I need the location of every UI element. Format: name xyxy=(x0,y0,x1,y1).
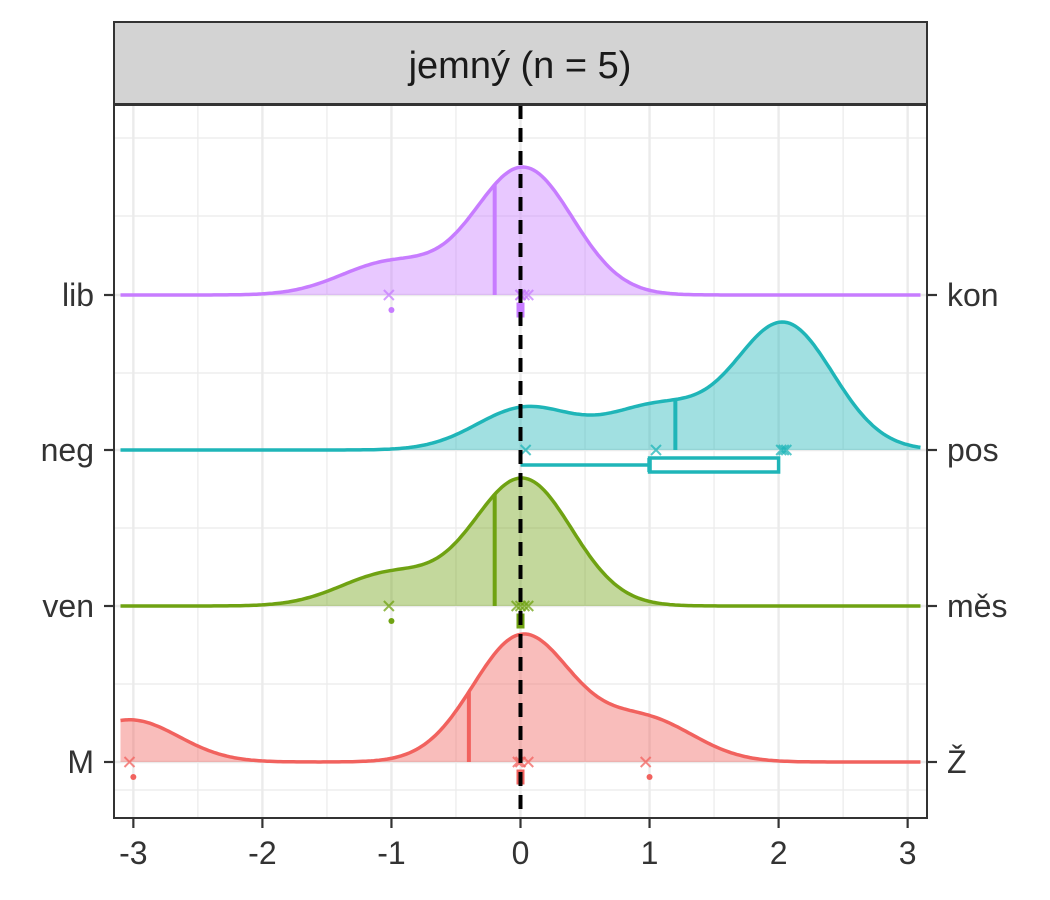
y-label-left: neg xyxy=(41,432,94,468)
y-label-right: pos xyxy=(947,432,999,468)
data-point xyxy=(522,289,534,301)
data-point xyxy=(780,444,793,456)
x-tick-label: 3 xyxy=(899,835,917,871)
boxplot xyxy=(520,456,781,474)
density-area xyxy=(120,634,921,762)
y-label-left: ven xyxy=(42,588,94,624)
data-point xyxy=(383,289,395,301)
panel-title: jemný (n = 5) xyxy=(408,45,632,87)
x-tick-label: 1 xyxy=(641,835,659,871)
data-point xyxy=(778,444,790,456)
y-label-left: lib xyxy=(62,277,94,313)
data-point xyxy=(522,600,534,612)
x-tick-label: -1 xyxy=(377,835,405,871)
x-tick-label: -3 xyxy=(119,835,147,871)
boxplot-outlier xyxy=(388,618,395,624)
strip-background xyxy=(113,21,928,105)
boxplot-outlier xyxy=(388,307,395,313)
x-tick-label: -2 xyxy=(248,835,276,871)
data-point xyxy=(383,600,395,612)
boxplot-outlier xyxy=(646,774,653,780)
boxplot-box xyxy=(647,456,781,474)
boxplot-outlier xyxy=(130,774,137,780)
density-curve xyxy=(120,165,921,297)
data-point xyxy=(522,756,534,768)
data-point xyxy=(639,756,652,768)
data-point xyxy=(518,600,531,612)
data-point xyxy=(123,756,136,768)
y-label-right: kon xyxy=(947,277,999,313)
y-label-right: měs xyxy=(947,588,1007,624)
data-point xyxy=(775,444,787,456)
axis-layer: -3 -2 -1 0 1 2 3 lib kon neg pos ven měs M Ž xyxy=(41,277,1008,871)
data-point xyxy=(650,444,662,456)
y-label-left: M xyxy=(67,744,94,780)
x-tick-label: 0 xyxy=(512,835,530,871)
y-label-right: Ž xyxy=(947,744,967,780)
density-area xyxy=(120,322,921,450)
x-tick-label: 2 xyxy=(770,835,788,871)
